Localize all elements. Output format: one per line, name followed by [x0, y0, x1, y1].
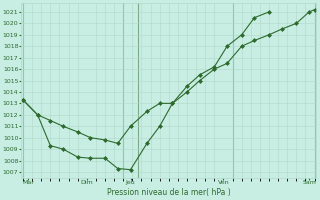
X-axis label: Pression niveau de la mer( hPa ): Pression niveau de la mer( hPa ) [107, 188, 231, 197]
